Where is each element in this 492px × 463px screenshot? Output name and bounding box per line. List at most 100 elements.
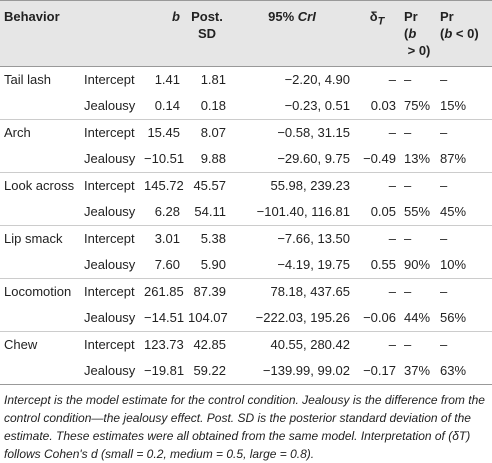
table-cell: 5.38 xyxy=(184,225,230,252)
header-text: 95% xyxy=(268,9,298,24)
table-cell: Intercept xyxy=(80,225,140,252)
header-row: Behavior b Post. SD 95% CrI δT Pr (b > 0) … xyxy=(0,0,492,67)
table-cell: Jealousy xyxy=(84,98,136,113)
table-cell: −0.58, 31.15 xyxy=(230,119,354,146)
table-row: Jealousy 0.14 0.18 −0.23, 0.51 0.03 75% 15% xyxy=(0,93,492,120)
behavior-cell xyxy=(0,146,80,173)
table-cell: Jealousy xyxy=(84,204,136,219)
table-cell: Intercept xyxy=(80,331,140,358)
table-cell: – xyxy=(436,331,492,358)
table-cell: 15% xyxy=(440,98,467,113)
table-cell: 0.14 xyxy=(154,98,180,113)
behavior-cell xyxy=(0,305,80,332)
table-cell: 145.72 xyxy=(140,172,184,199)
table-cell: −0.17 xyxy=(363,363,396,378)
table-row: Jealousy 6.28 54.11 −101.40, 116.81 0.05 55% 4… xyxy=(0,199,492,226)
table-cell: 9.88 xyxy=(200,151,226,166)
behavior-cell: Tail lash xyxy=(0,66,80,93)
table-cell: 54.11 xyxy=(194,204,226,219)
table-cell: −139.99, 99.02 xyxy=(262,363,350,378)
header-text: b xyxy=(172,9,180,24)
table-cell: – xyxy=(436,225,492,252)
table-cell: Intercept xyxy=(80,172,140,199)
table-row: Jealousy −14.51 104.07 −222.03, 195.26 −0.06… xyxy=(0,305,492,332)
header-cell: b xyxy=(140,0,184,67)
header-text: > 0) xyxy=(404,43,431,58)
header-text: CrI xyxy=(297,9,316,24)
header-cell: Behavior xyxy=(0,0,80,67)
table-cell: −14.51 xyxy=(144,310,185,325)
table-cell: 0.05 xyxy=(370,204,396,219)
results-table: Behavior b Post. SD 95% CrI δT Pr (b > 0) … xyxy=(0,0,492,384)
header-text: < 0) xyxy=(452,26,479,41)
table-cell: 55% xyxy=(404,204,431,219)
table-note: Intercept is the model estimate for the … xyxy=(0,384,492,463)
table-cell: – xyxy=(400,331,436,358)
behavior-cell: Locomotion xyxy=(0,278,80,305)
behavior-cell xyxy=(0,93,80,120)
table-row: Look across Intercept 145.72 45.57 55.98, 23… xyxy=(0,172,492,199)
table-cell: – xyxy=(354,66,400,93)
header-cell: δT xyxy=(354,0,400,67)
table-cell: 261.85 xyxy=(140,278,184,305)
table-row: Jealousy 7.60 5.90 −4.19, 19.75 0.55 90% 10% xyxy=(0,252,492,279)
table-cell: 37% xyxy=(404,363,431,378)
table-cell: 0.55 xyxy=(370,257,396,272)
table-row: Arch Intercept 15.45 8.07 −0.58, 31.15– – – xyxy=(0,119,492,146)
table-cell: Intercept xyxy=(80,119,140,146)
table-cell: −0.23, 0.51 xyxy=(284,98,350,113)
table-cell: 15.45 xyxy=(140,119,184,146)
header-text: Pr xyxy=(440,9,454,24)
table-cell: – xyxy=(400,278,436,305)
header-cell: 95% CrI xyxy=(230,0,354,67)
behavior-cell xyxy=(0,358,80,384)
table-cell: 5.90 xyxy=(200,257,226,272)
table-cell: 45% xyxy=(440,204,467,219)
table-cell: 90% xyxy=(404,257,431,272)
table-cell: Intercept xyxy=(80,66,140,93)
table-cell: 1.41 xyxy=(140,66,184,93)
table-cell: 3.01 xyxy=(140,225,184,252)
header-cell xyxy=(80,0,140,67)
behavior-cell: Chew xyxy=(0,331,80,358)
table-cell: – xyxy=(400,119,436,146)
table-cell: 59.22 xyxy=(193,363,226,378)
behavior-cell: Arch xyxy=(0,119,80,146)
header-cell: Pr (b > 0) xyxy=(400,0,436,67)
table-cell: 87.39 xyxy=(184,278,230,305)
header-text: b xyxy=(444,26,453,41)
table-cell: Intercept xyxy=(80,278,140,305)
table-cell: – xyxy=(436,66,492,93)
header-text: b xyxy=(408,26,417,41)
table-cell: −222.03, 195.26 xyxy=(255,310,350,325)
table-cell: – xyxy=(354,225,400,252)
table-cell: 45.57 xyxy=(184,172,230,199)
table-cell: 7.60 xyxy=(154,257,180,272)
table-cell: −29.60, 9.75 xyxy=(277,151,350,166)
table-row: Tail lash Intercept 1.41 1.81 −2.20, 4.90– – – xyxy=(0,66,492,93)
behavior-cell xyxy=(0,199,80,226)
header-cell: Pr (b < 0) xyxy=(436,0,492,67)
table-cell: Jealousy xyxy=(84,363,136,378)
table-row: Chew Intercept 123.73 42.85 40.55, 280.42– – – xyxy=(0,331,492,358)
header-text: SD xyxy=(197,26,217,41)
table-cell: – xyxy=(354,172,400,199)
header-text: Pr xyxy=(404,9,418,24)
table-cell: −0.06 xyxy=(363,310,396,325)
table-cell: −0.49 xyxy=(363,151,396,166)
table-cell: 87% xyxy=(440,151,467,166)
header-text: ( xyxy=(440,26,445,41)
table-cell: −2.20, 4.90 xyxy=(230,66,354,93)
table-row: Lip smack Intercept 3.01 5.38 −7.66, 13.50– –… xyxy=(0,225,492,252)
table-cell: – xyxy=(400,172,436,199)
table-row: Jealousy −19.81 59.22 −139.99, 99.02 −0.17 37… xyxy=(0,358,492,384)
table-cell: 10% xyxy=(440,257,467,272)
table-cell: 56% xyxy=(440,310,467,325)
table-cell: −4.19, 19.75 xyxy=(277,257,350,272)
table-cell: 8.07 xyxy=(184,119,230,146)
table-cell: 63% xyxy=(440,363,467,378)
table-cell: −7.66, 13.50 xyxy=(230,225,354,252)
table-cell: – xyxy=(354,331,400,358)
header-cell: Post. SD xyxy=(184,0,230,67)
header-text: Post. xyxy=(191,9,223,24)
